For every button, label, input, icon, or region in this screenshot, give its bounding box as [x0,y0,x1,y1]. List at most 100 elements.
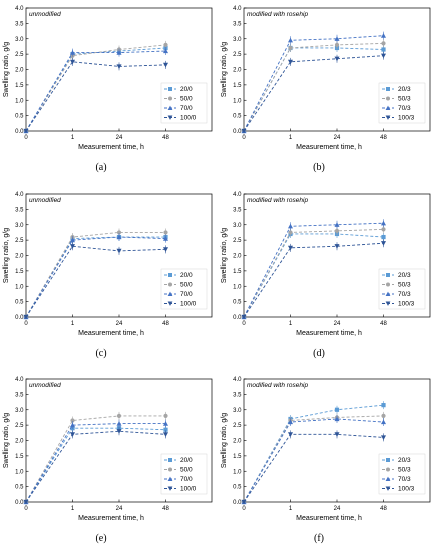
y-tick-label: 0.5 [233,114,242,120]
legend-marker [167,291,173,296]
series-line-70/0 [25,50,166,132]
y-axis-title: Swelling ratio, g/g [221,42,228,97]
legend-label: 50/0 [180,282,193,289]
y-tick-label: 2.5 [233,52,242,58]
series-line-70/3 [243,418,384,503]
data-point-50/0 [163,42,168,48]
data-point-70/3 [380,33,387,38]
series-line-50/3 [243,228,384,318]
panel-annotation: modified with rosehip [247,11,308,18]
y-axis-title: Swelling ratio, g/g [3,413,10,468]
legend-label: 100/3 [398,301,415,308]
y-tick-label: 3.5 [233,21,242,27]
data-point-100/3 [287,432,294,437]
x-tick-label: 24 [116,321,123,327]
y-tick-label: 0.0 [233,500,242,506]
series-line-100/0 [25,430,166,503]
series-line-100/3 [243,433,384,503]
panel-caption-f: (f) [314,533,324,544]
data-point-70/0 [69,237,76,243]
y-tick-label: 4.0 [233,377,242,383]
data-point-20/3 [381,47,386,52]
data-point-50/0 [116,413,122,418]
chart-panel-2: 0.0 0.5 1.0 1.5 2.0 2.5 3.0 3.5 4.0 0 1 24 48 Measure… [221,6,431,151]
x-tick-label: 48 [380,321,387,327]
legend-label: 50/0 [180,96,193,103]
legend-marker [167,105,173,110]
legend-marker [386,96,390,101]
x-axis-title: Measurement time, h [296,330,362,337]
x-tick-label: 24 [334,321,341,327]
y-tick-label: 1.5 [15,269,24,275]
y-tick-label: 2.0 [15,439,24,445]
y-tick-label: 0.5 [233,300,242,306]
legend-label: 100/0 [180,486,197,493]
x-tick-label: 1 [71,321,75,327]
x-tick-label: 24 [334,506,341,512]
legend-label: 100/3 [398,115,415,122]
legend-label: 70/3 [398,476,411,483]
legend-label: 20/3 [398,86,411,93]
y-tick-label: 1.5 [233,83,242,89]
data-point-100/3 [380,53,387,59]
y-tick-label: 0.5 [233,485,242,491]
y-tick-label: 2.5 [15,423,24,429]
series-line-100/3 [243,55,384,132]
y-axis-title: Swelling ratio, g/g [221,413,228,468]
x-tick-label: 24 [334,135,341,141]
data-point-70/0 [162,48,169,54]
legend-marker [168,273,172,277]
panel-annotation: unmodified [29,197,61,204]
data-point-50/3 [381,227,386,232]
x-tick-label: 1 [71,506,75,512]
y-tick-label: 3.0 [233,223,242,229]
y-tick-label: 1.5 [233,269,242,275]
legend-label: 20/3 [398,457,411,464]
y-tick-label: 0.0 [15,500,24,506]
y-tick-label: 3.5 [233,392,242,398]
x-tick-label: 0 [24,321,28,327]
chart-panel-4: 0.0 0.5 1.0 1.5 2.0 2.5 3.0 3.5 4.0 0 1 24 48 Measure… [221,192,431,337]
legend-marker [168,282,172,287]
y-tick-label: 0.0 [15,129,24,135]
legend-label: 20/0 [180,272,193,279]
series-line-20/0 [25,427,166,503]
y-tick-label: 1.0 [15,98,24,104]
x-tick-label: 1 [289,321,293,327]
y-tick-label: 0.5 [15,114,24,120]
panel-annotation: unmodified [29,11,61,18]
panel-caption-b: (b) [313,162,325,173]
y-tick-label: 3.5 [15,392,24,398]
data-point-100/3 [334,56,340,62]
data-point-20/0 [163,427,168,432]
y-axis-title: Swelling ratio, g/g [3,228,10,283]
x-tick-label: 0 [242,506,246,512]
panel-caption-a: (a) [95,162,107,173]
y-tick-label: 1.0 [15,469,24,475]
x-tick-label: 48 [162,321,169,327]
y-tick-label: 4.0 [233,6,242,12]
series-line-70/0 [25,236,166,318]
y-axis-title: Swelling ratio, g/g [221,228,228,283]
data-point-100/3 [287,245,294,251]
y-tick-label: 1.0 [233,284,242,290]
series-line-50/3 [243,415,384,503]
panel-annotation: modified with rosehip [247,197,308,204]
series-line-50/0 [25,44,166,132]
data-point-100/0 [162,432,169,437]
x-tick-label: 48 [162,506,169,512]
panel-caption-d: (d) [313,348,325,359]
data-point-100/3 [241,499,247,505]
data-point-70/3 [334,222,340,227]
legend-label: 70/3 [398,105,411,112]
legend-label: 70/0 [180,291,193,298]
legend-label: 70/3 [398,291,411,298]
legend-marker [385,301,391,306]
y-tick-label: 2.5 [15,238,24,244]
x-tick-label: 1 [289,506,293,512]
y-tick-label: 2.0 [233,439,242,445]
legend-marker [386,458,390,462]
chart-panel-1: 0.0 0.5 1.0 1.5 2.0 2.5 3.0 3.5 4.0 0 1 24 48 Measure… [3,6,213,151]
data-point-100/0 [23,499,29,505]
